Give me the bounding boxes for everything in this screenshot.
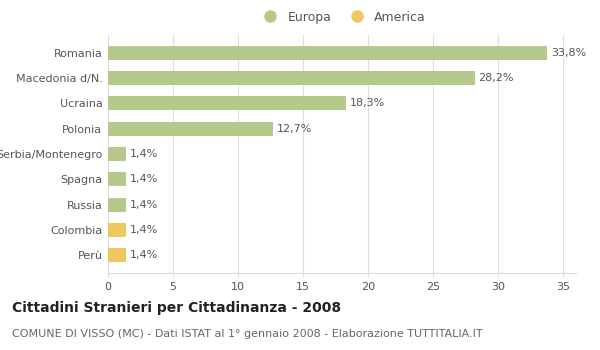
Bar (108, 198, 126, 211)
Bar (108, 46, 547, 60)
Text: 1,4%: 1,4% (130, 225, 158, 235)
Text: 1,4%: 1,4% (130, 174, 158, 184)
Text: 28,2%: 28,2% (479, 73, 514, 83)
Bar (108, 172, 126, 186)
Bar (108, 122, 273, 136)
Text: 1,4%: 1,4% (130, 250, 158, 260)
Text: COMUNE DI VISSO (MC) - Dati ISTAT al 1° gennaio 2008 - Elaborazione TUTTITALIA.I: COMUNE DI VISSO (MC) - Dati ISTAT al 1° … (12, 329, 482, 339)
Bar (108, 97, 346, 110)
Text: 1,4%: 1,4% (130, 149, 158, 159)
Text: Cittadini Stranieri per Cittadinanza - 2008: Cittadini Stranieri per Cittadinanza - 2… (12, 301, 341, 315)
Bar (108, 248, 126, 262)
Bar (108, 71, 475, 85)
Text: 18,3%: 18,3% (350, 98, 385, 108)
Bar (108, 147, 126, 161)
Text: 1,4%: 1,4% (130, 199, 158, 210)
Bar (108, 223, 126, 237)
Text: 33,8%: 33,8% (551, 48, 587, 58)
Text: 12,7%: 12,7% (277, 124, 313, 134)
Legend: Europa, America: Europa, America (256, 8, 428, 26)
